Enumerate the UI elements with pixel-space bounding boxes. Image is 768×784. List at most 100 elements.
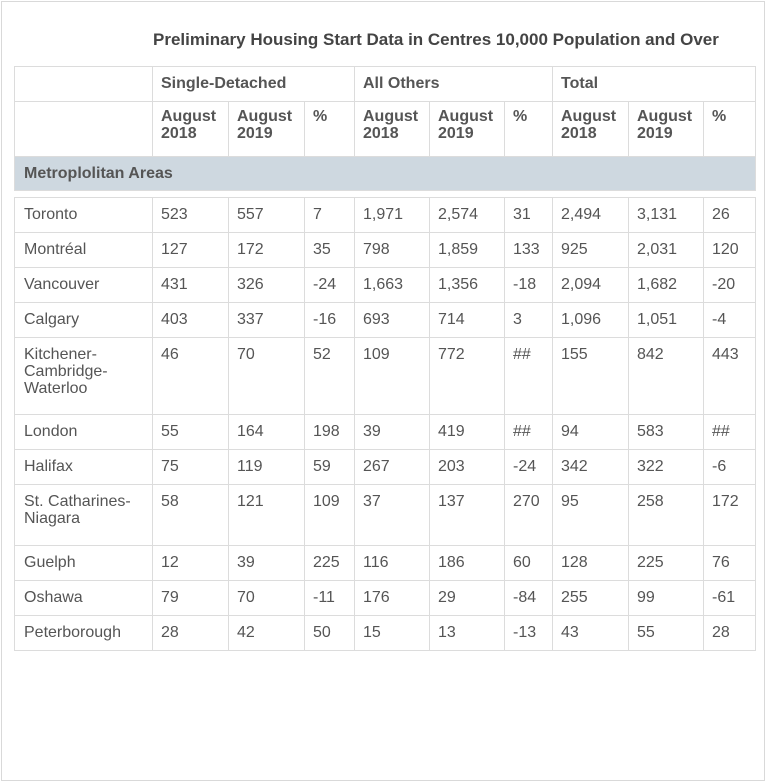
city-cell: Halifax [14,449,153,485]
value-cell: 322 [628,449,704,485]
value-cell: -24 [504,449,553,485]
value-cell: 2,574 [429,197,505,233]
col-header: % [504,101,553,157]
value-cell: 55 [628,615,704,651]
value-cell: 46 [152,337,229,415]
value-cell: 172 [228,232,305,268]
table-row: Kitchener- Cambridge- Waterloo 46 70 52 109 772… [14,337,757,415]
col-header: August 2019 [628,101,704,157]
value-cell: 2,494 [552,197,629,233]
value-cell: 258 [628,484,704,546]
col-header: August 2018 [152,101,229,157]
value-cell: 186 [429,545,505,581]
value-cell: 39 [354,414,430,450]
value-cell: 120 [702,232,757,268]
value-cell: 842 [628,337,704,415]
value-cell: 28 [702,615,757,651]
col-header: August 2019 [429,101,505,157]
value-cell: 255 [552,580,629,616]
value-cell: 119 [228,449,305,485]
value-cell: 50 [304,615,355,651]
value-cell: ## [504,337,553,415]
value-cell: 925 [552,232,629,268]
group-header-single-detached: Single-Detached [152,66,355,102]
value-cell: 58 [152,484,229,546]
table-row: London 55 164 198 39 419 ## 94 583 ## [14,414,757,450]
value-cell: 337 [228,302,305,338]
group-header-all-others: All Others [354,66,553,102]
section-row: Metroplolitan Areas [13,156,757,191]
city-cell: Oshawa [14,580,153,616]
value-cell: 26 [702,197,757,233]
value-cell: -4 [702,302,757,338]
table-row: Halifax 75 119 59 267 203 -24 342 322 -6 [14,449,757,485]
value-cell: 52 [304,337,355,415]
value-cell: 164 [228,414,305,450]
value-cell: 3 [504,302,553,338]
value-cell: -13 [504,615,553,651]
value-cell: 772 [429,337,505,415]
value-cell: 128 [552,545,629,581]
value-cell: -18 [504,267,553,303]
value-cell: 198 [304,414,355,450]
value-cell: 176 [354,580,430,616]
value-cell: 109 [354,337,430,415]
col-header: % [304,101,355,157]
corner-cell [14,66,153,102]
value-cell: 76 [702,545,757,581]
col-header: August 2018 [354,101,430,157]
value-cell: 1,971 [354,197,430,233]
value-cell: 12 [152,545,229,581]
value-cell: -24 [304,267,355,303]
value-cell: ## [504,414,553,450]
corner-cell [14,101,153,157]
value-cell: 99 [628,580,704,616]
value-cell: 42 [228,615,305,651]
value-cell: 714 [429,302,505,338]
city-cell: Guelph [14,545,153,581]
value-cell: ## [702,414,757,450]
value-cell: 155 [552,337,629,415]
value-cell: 79 [152,580,229,616]
value-cell: 37 [354,484,430,546]
value-cell: 70 [228,580,305,616]
sub-header-row: August 2018 August 2019 % August 2018 Augus… [14,101,757,157]
value-cell: 342 [552,449,629,485]
group-header-row: Single-Detached All Others Total [14,66,757,102]
col-header: August 2018 [552,101,629,157]
value-cell: 2,094 [552,267,629,303]
value-cell: 431 [152,267,229,303]
table-row: Montréal 127 172 35 798 1,859 133 925 2,031 120 [14,232,757,268]
city-cell: Vancouver [14,267,153,303]
value-cell: 270 [504,484,553,546]
value-cell: 3,131 [628,197,704,233]
value-cell: 75 [152,449,229,485]
value-cell: 693 [354,302,430,338]
value-cell: 59 [304,449,355,485]
value-cell: -11 [304,580,355,616]
value-cell: 1,096 [552,302,629,338]
table-row: Vancouver 431 326 -24 1,663 1,356 -18 2,094 1,68… [14,267,757,303]
city-cell: Montréal [14,232,153,268]
value-cell: 1,682 [628,267,704,303]
value-cell: 419 [429,414,505,450]
table-row: Calgary 403 337 -16 693 714 3 1,096 1,051 -4 [14,302,757,338]
value-cell: 583 [628,414,704,450]
col-header: August 2019 [228,101,305,157]
value-cell: 172 [702,484,757,546]
value-cell: 55 [152,414,229,450]
group-header-total: Total [551,66,757,102]
value-cell: 225 [628,545,704,581]
value-cell: 95 [552,484,629,546]
city-cell: Peterborough [14,615,153,651]
value-cell: 35 [304,232,355,268]
col-header: % [702,101,757,157]
value-cell: 109 [304,484,355,546]
value-cell: 1,356 [429,267,505,303]
value-cell: 39 [228,545,305,581]
value-cell: 1,051 [628,302,704,338]
table-row: Guelph 12 39 225 116 186 60 128 225 76 [14,545,757,581]
value-cell: 557 [228,197,305,233]
value-cell: 7 [304,197,355,233]
